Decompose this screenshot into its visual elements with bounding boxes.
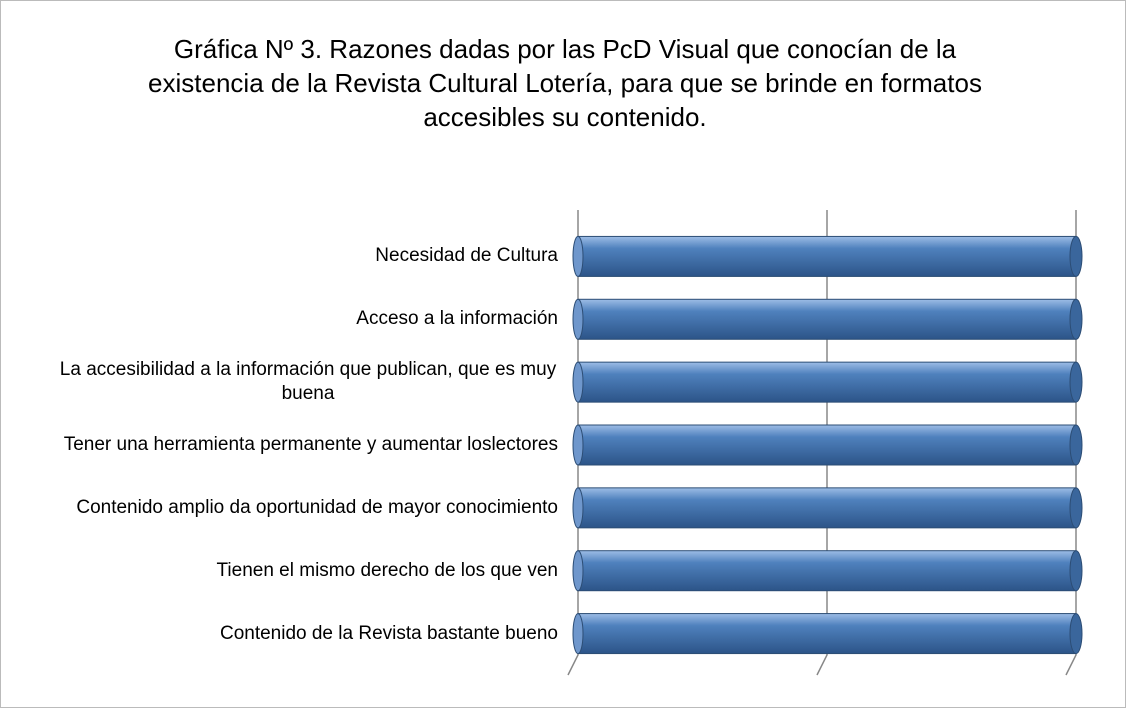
bar (572, 235, 1083, 277)
grid-line (567, 210, 579, 676)
y-tick-label-box: Contenido de la Revista bastante bueno (220, 622, 558, 646)
y-tick-label-box: Tener una herramienta permanente y aumen… (64, 433, 558, 457)
y-tick-label: Contenido de la Revista bastante bueno (219, 622, 558, 644)
y-tick-label: La accesibilidad a la información que pu… (59, 359, 557, 405)
y-tick-label: Tienen el mismo derecho de los que ven (216, 559, 559, 581)
y-tick-label-box: Necesidad de Cultura (375, 244, 558, 268)
y-tick-label-box: La accesibilidad a la información que pu… (58, 358, 558, 406)
y-tick-label: Contenido amplio da oportunidad de mayor… (76, 496, 558, 518)
y-tick-label: Acceso a la información (356, 308, 558, 330)
bar (572, 613, 1083, 655)
grid-line (816, 210, 828, 676)
bar (572, 361, 1083, 403)
bar (572, 487, 1083, 529)
y-tick-label: Necesidad de Cultura (375, 245, 558, 267)
y-tick-label-box: Contenido amplio da oportunidad de mayor… (76, 496, 558, 520)
bar (572, 424, 1083, 466)
chart-title: Gráfica Nº 3. Razones dadas por las PcD … (148, 34, 982, 132)
y-tick-label-box: Tienen el mismo derecho de los que ven (217, 559, 559, 583)
bar (572, 298, 1083, 340)
grid-line (1065, 210, 1077, 676)
bar (572, 550, 1083, 592)
y-tick-label: Tener una herramienta permanente y aumen… (63, 434, 558, 455)
y-tick-label-box: Acceso a la información (356, 307, 558, 331)
